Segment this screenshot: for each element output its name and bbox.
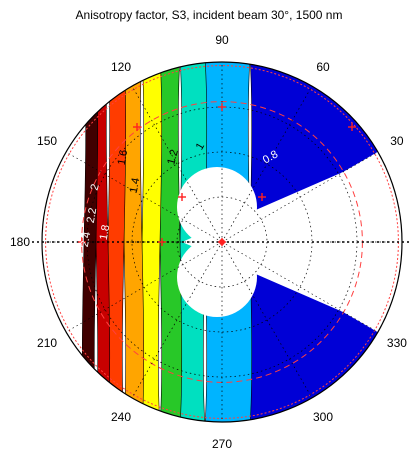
contour-label: 1.2 [165,148,181,166]
spoke-240 [131,241,223,399]
angle-tick-240: 240 [111,410,131,424]
marker-2 [78,238,86,246]
angle-tick-120: 120 [111,60,131,74]
angle-tick-60: 60 [316,60,330,74]
marker-7 [348,123,356,131]
spoke-30 [221,151,379,243]
spoke-210 [65,241,223,333]
center-dot [219,239,225,245]
spoke-60 [221,85,313,243]
angle-tick-270: 270 [212,437,232,450]
contour-band-6 [105,62,127,422]
angle-tick-210: 210 [37,336,57,350]
contour-label: 2.4 [79,231,93,248]
angular-tick-labels: 0306090120150180210240270300330 [10,33,407,450]
marker-5 [133,123,141,131]
marker-1 [158,238,166,246]
marker-3 [178,193,186,201]
contour-label: 1.8 [98,224,112,241]
contour-band-4 [139,62,163,422]
contour-label: 1 [194,141,207,152]
angle-tick-90: 90 [215,33,229,47]
angle-tick-300: 300 [313,410,333,424]
spoke-300 [221,241,313,399]
angle-tick-30: 30 [390,134,404,148]
spoke-150 [65,151,223,243]
marker-6 [218,103,226,111]
angle-tick-180: 180 [10,235,30,249]
polar-grid [32,61,412,423]
contour-labels: 0.811.21.41.61.822.22.4 [79,141,280,248]
contour-label: 2.2 [85,207,99,224]
chart-title: Anisotropy factor, S3, incident beam 30°… [75,8,343,22]
spoke-330 [221,241,379,333]
marker-4 [258,193,266,201]
angle-tick-330: 330 [387,336,407,350]
spoke-120 [131,85,223,243]
contour-label: 1.4 [128,177,142,194]
angle-tick-150: 150 [37,134,57,148]
contour-label: 1.6 [116,149,130,166]
contour-label: 2 [89,183,102,192]
